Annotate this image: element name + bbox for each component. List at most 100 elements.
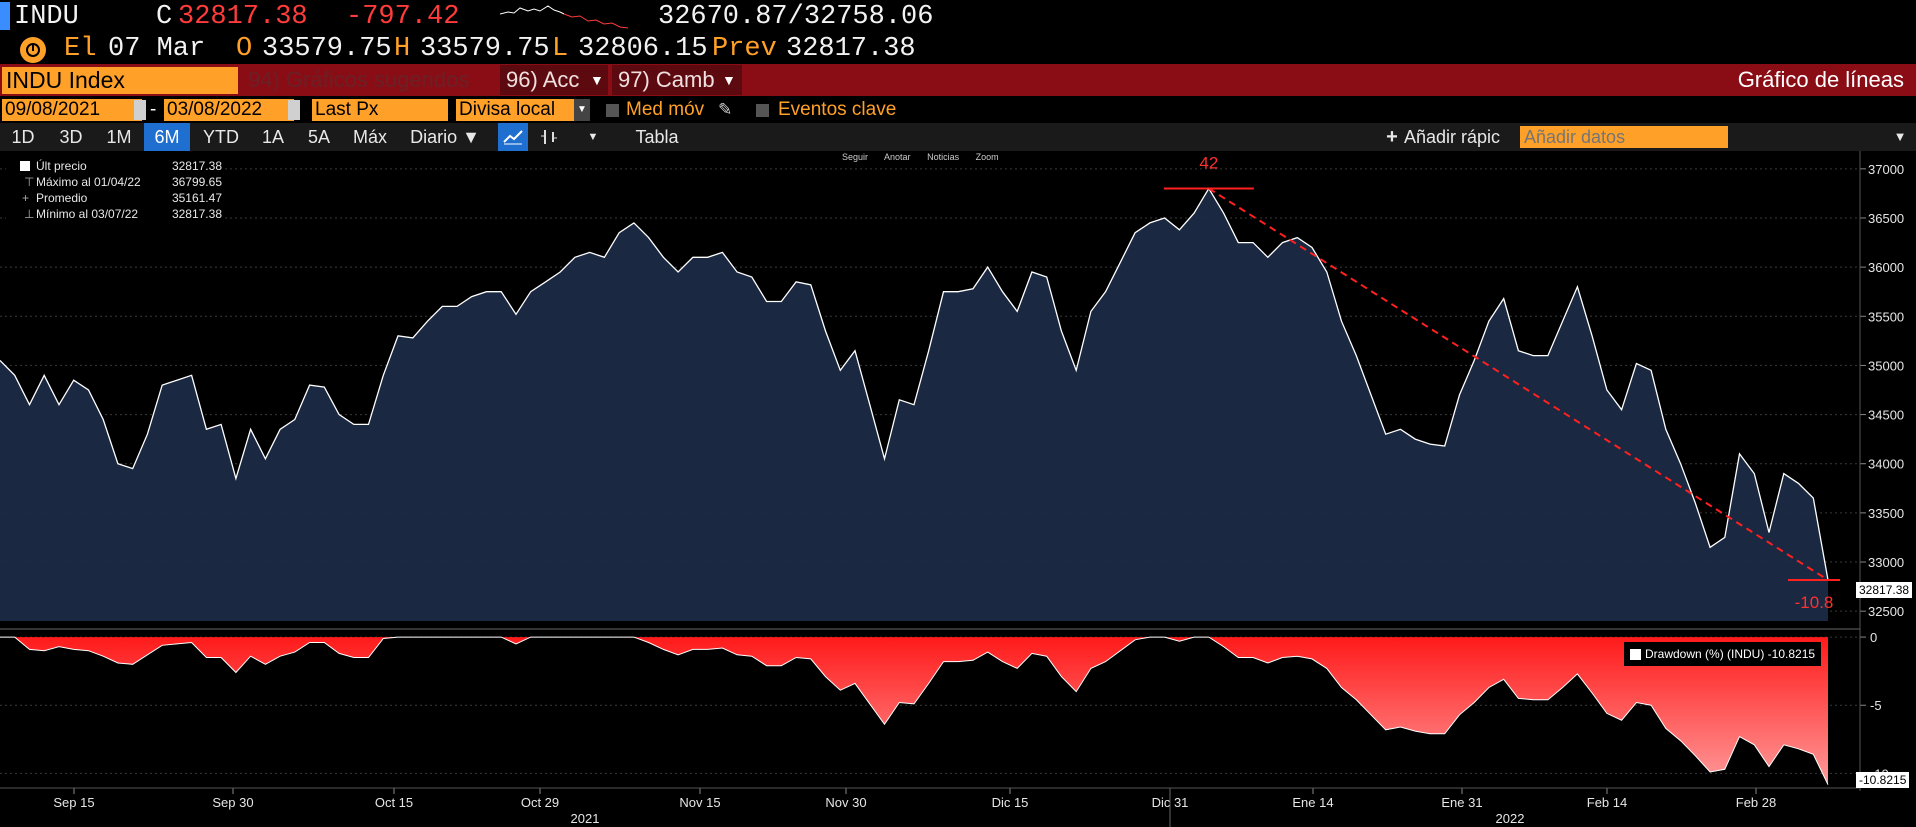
drawdown-value-tag: -10.8215 [1856, 772, 1910, 788]
suggested-charts-button[interactable]: 94) Gráficos sugeridos [248, 67, 470, 92]
currency-select[interactable]: Divisa local [456, 99, 574, 121]
range-max-button[interactable]: Máx [352, 127, 387, 147]
frequency-select[interactable]: Diario ▼ [410, 127, 480, 147]
x-tick-label: Dic 15 [992, 795, 1029, 810]
clock-icon [20, 37, 46, 63]
legend-value: 32817.38 [171, 207, 222, 221]
price-tick-label: 36000 [1868, 260, 1904, 275]
range-5a-button[interactable]: 5A [307, 127, 331, 147]
legend-row[interactable]: ⊤ Máximo al 01/04/22 36799.65 [6, 174, 222, 190]
prev-value: 32817.38 [786, 34, 916, 64]
bid-ask: 32670.87/32758.06 [658, 2, 934, 32]
range-1d-button[interactable]: 1D [11, 127, 35, 147]
legend-value: 35161.47 [171, 191, 222, 205]
drawdown-area [0, 637, 1828, 785]
range-6m-button[interactable]: 6M [144, 123, 190, 151]
annotate-tool[interactable]: Anotar [884, 152, 911, 162]
key-events-label: Eventos clave [778, 99, 897, 120]
calendar-icon[interactable] [288, 100, 300, 120]
moving-average-label: Med móv [626, 99, 705, 120]
range-toolbar: 1D 3D 1M 6M YTD 1A 5A Máx Diario ▼ ▼ Tab… [0, 123, 1916, 151]
price-tick-label: 34500 [1868, 408, 1904, 423]
date-separator: - [150, 99, 157, 120]
price-tick-label: 35500 [1868, 309, 1904, 324]
quote-header: INDU C 32817.38 -797.42 32670.87/32758.0… [0, 0, 1916, 34]
x-tick-label: Feb 28 [1736, 795, 1776, 810]
chart-canvas[interactable]: 37000 36500 36000 35500 35000 34500 34000 33500… [0, 151, 1916, 827]
drawdown-legend[interactable]: Drawdown (%) (INDU) -10.8215 [1624, 642, 1822, 666]
zoom-tool[interactable]: Zoom [975, 152, 999, 162]
range-3d-button[interactable]: 3D [59, 127, 83, 147]
chevron-down-icon[interactable]: ▼ [587, 131, 599, 143]
quick-add-button[interactable]: Añadir rápic [1404, 127, 1501, 147]
bar-chart-icon[interactable] [534, 123, 564, 151]
table-button[interactable]: Tabla [635, 127, 679, 147]
average-marker-icon: + [22, 191, 30, 205]
high-label: H [394, 34, 411, 64]
price-tick-label: 34000 [1868, 457, 1904, 472]
legend-label: Últ precio [36, 159, 87, 173]
legend-label: Promedio [36, 191, 88, 205]
end-date-input[interactable]: 03/08/2022 [164, 99, 294, 121]
x-tick-label: Nov 30 [825, 795, 866, 810]
low-value: 32806.15 [578, 34, 708, 64]
security-field[interactable]: INDU Index [2, 67, 238, 94]
actions-menu[interactable]: 96) Acc ▼ [500, 65, 608, 95]
last-price-tag: 32817.38 [1856, 582, 1913, 598]
legend-row[interactable]: Últ precio 32817.38 [6, 158, 222, 174]
price-y-axis: 37000 36500 36000 35500 35000 34500 34000 33500… [1860, 162, 1904, 619]
legend-row[interactable]: + Promedio 35161.47 [6, 190, 222, 206]
drawdown-tick-label: -5 [1870, 698, 1882, 713]
legend-row[interactable]: ⊥ Mínimo al 03/07/22 32817.38 [6, 206, 222, 222]
parameters-row: 09/08/2021 - 03/08/2022 Last Px Divisa l… [0, 97, 1916, 123]
line-chart-icon[interactable] [498, 123, 528, 151]
chevron-down-icon[interactable]: ▼ [574, 99, 590, 121]
price-tick-label: 36500 [1868, 211, 1904, 226]
calendar-icon[interactable] [134, 100, 146, 120]
menu-chevron-icon[interactable]: ▼ [1893, 129, 1907, 144]
x-tick-label: Oct 15 [375, 795, 413, 810]
x-tick-label: Feb 14 [1587, 795, 1627, 810]
legend-value: 36799.65 [171, 175, 222, 189]
price-legend: Últ precio 32817.38 ⊤ Máximo al 01/04/22… [6, 158, 222, 222]
field-select[interactable]: Last Px [312, 99, 448, 121]
chevron-down-icon: ▼ [722, 72, 736, 88]
range-1m-button[interactable]: 1M [106, 127, 132, 147]
ohlc-row: El 07 Mar O 33579.75 H 33579.75 L 32806.… [0, 34, 1916, 64]
x-tick-label: Sep 30 [212, 795, 253, 810]
selection-marker [0, 2, 10, 30]
add-data-input[interactable] [1520, 126, 1728, 148]
drawdown-swatch [1630, 649, 1641, 661]
range-1a-button[interactable]: 1A [261, 127, 285, 147]
chart-annotations: 42 -10.8 [1163, 154, 1840, 612]
price-tick-label: 35000 [1868, 358, 1904, 373]
pencil-icon[interactable]: ✎ [718, 100, 733, 119]
moving-average-checkbox[interactable] [606, 104, 619, 117]
range-ytd-button[interactable]: YTD [203, 127, 239, 147]
ticker[interactable]: INDU [14, 2, 79, 32]
news-tool[interactable]: Noticias [927, 152, 960, 162]
drawdown-y-axis: 0-5-10 [1860, 630, 1889, 781]
chart-type-title: Gráfico de líneas [1737, 67, 1904, 92]
last-price: 32817.38 [178, 2, 308, 32]
high-value: 33579.75 [420, 34, 550, 64]
open-label: O [236, 34, 253, 64]
plus-icon[interactable]: + [1386, 126, 1398, 148]
start-date-input[interactable]: 09/08/2021 [2, 99, 142, 121]
legend-value: 32817.38 [171, 159, 222, 173]
el-label: El [64, 34, 97, 64]
drawdown-tick-label: 0 [1870, 630, 1877, 645]
chart-tool-strip: Seguir Anotar Noticias Zoom [842, 152, 999, 166]
price-tick-label: 37000 [1868, 162, 1904, 177]
price-tick-label: 33000 [1868, 555, 1904, 570]
follow-tool[interactable]: Seguir [842, 152, 869, 162]
open-value: 33579.75 [262, 34, 392, 64]
change-label: 97) Camb [618, 67, 715, 92]
price-tick-label: 32500 [1868, 604, 1904, 619]
x-tick-label: Sep 15 [53, 795, 94, 810]
actions-label: 96) Acc [506, 67, 580, 92]
x-tick-label: Ene 31 [1441, 795, 1482, 810]
key-events-checkbox[interactable] [756, 104, 769, 117]
price-tick-label: 33500 [1868, 506, 1904, 521]
change-menu[interactable]: 97) Camb ▼ [612, 65, 742, 95]
